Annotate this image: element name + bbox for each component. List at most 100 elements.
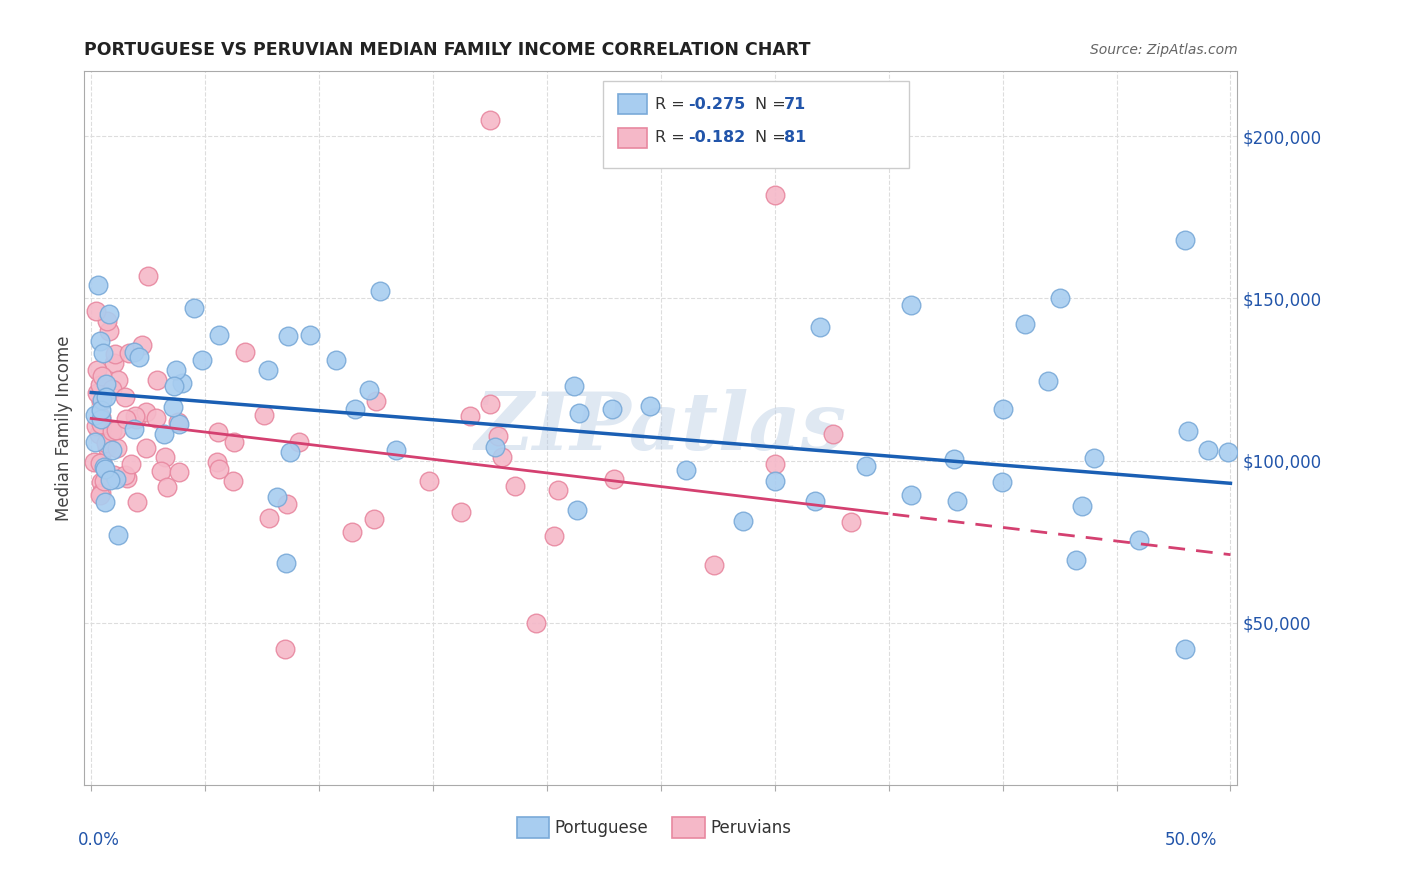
Point: [1174, 233, 1197, 247]
FancyBboxPatch shape: [672, 817, 704, 838]
Point: [1014, 318, 1036, 332]
Point: [90, 403, 112, 417]
Point: [104, 471, 127, 485]
Point: [96, 390, 118, 404]
Point: [135, 405, 157, 419]
FancyBboxPatch shape: [619, 128, 647, 148]
Point: [702, 558, 724, 572]
Point: [298, 328, 321, 343]
Point: [943, 452, 966, 467]
Point: [86, 363, 108, 377]
Point: [385, 442, 408, 457]
Text: -0.275: -0.275: [689, 96, 745, 112]
Point: [325, 353, 347, 368]
Point: [83, 455, 105, 469]
Point: [224, 435, 246, 450]
Point: [990, 475, 1012, 490]
Text: 81: 81: [785, 130, 807, 145]
Point: [205, 455, 228, 469]
Point: [478, 113, 501, 128]
Point: [257, 363, 280, 377]
Point: [93, 345, 115, 359]
Point: [136, 268, 159, 283]
Point: [763, 457, 786, 471]
Point: [486, 429, 509, 443]
Point: [257, 510, 280, 524]
Point: [208, 462, 231, 476]
Point: [1128, 533, 1150, 547]
Y-axis label: Median Family Income: Median Family Income: [55, 335, 73, 521]
Point: [287, 435, 309, 450]
Point: [90, 412, 112, 426]
Point: [1036, 374, 1059, 388]
Text: ZIPatlas: ZIPatlas: [475, 390, 846, 467]
Point: [84, 304, 107, 318]
Point: [167, 417, 190, 431]
Point: [89, 488, 111, 502]
Point: [90, 394, 112, 409]
Point: [562, 379, 585, 393]
Point: [343, 402, 366, 417]
Point: [91, 392, 114, 407]
Point: [342, 525, 364, 540]
Point: [94, 377, 117, 392]
Point: [149, 464, 172, 478]
Point: [101, 424, 124, 438]
Point: [89, 334, 111, 348]
Point: [105, 423, 128, 437]
Point: [478, 397, 501, 411]
Text: 50.0%: 50.0%: [1164, 831, 1216, 849]
Point: [675, 463, 697, 477]
Point: [1177, 424, 1199, 438]
Point: [122, 422, 145, 436]
Point: [115, 470, 138, 484]
FancyBboxPatch shape: [603, 80, 908, 168]
Point: [152, 426, 174, 441]
Point: [900, 298, 922, 312]
Point: [96, 440, 118, 454]
Point: [101, 442, 124, 457]
Point: [104, 346, 127, 360]
Point: [763, 187, 786, 202]
Point: [128, 350, 150, 364]
Point: [125, 411, 148, 425]
Point: [162, 400, 184, 414]
Point: [98, 324, 121, 338]
Point: [1174, 641, 1197, 656]
Text: 71: 71: [785, 96, 807, 112]
Point: [114, 412, 136, 426]
Point: [118, 346, 141, 360]
Text: -0.182: -0.182: [689, 130, 745, 145]
Point: [1197, 442, 1219, 457]
Point: [808, 319, 831, 334]
Point: [145, 373, 167, 387]
Point: [503, 479, 526, 493]
Point: [991, 402, 1014, 417]
Point: [91, 455, 114, 469]
Point: [524, 615, 547, 630]
Point: [266, 491, 288, 505]
Point: [274, 556, 297, 570]
Point: [547, 483, 569, 497]
Point: [84, 419, 107, 434]
Point: [145, 411, 167, 425]
Point: [86, 386, 108, 401]
Point: [357, 383, 380, 397]
Point: [638, 399, 661, 413]
Point: [278, 444, 301, 458]
Point: [94, 494, 117, 508]
Point: [94, 461, 117, 475]
Text: N =: N =: [755, 130, 792, 145]
Point: [763, 474, 786, 488]
Point: [946, 494, 969, 508]
Point: [253, 408, 276, 422]
Point: [803, 493, 825, 508]
Point: [170, 376, 193, 391]
Point: [96, 314, 118, 328]
Point: [363, 512, 385, 526]
Point: [900, 487, 922, 501]
Point: [1070, 499, 1092, 513]
Text: N =: N =: [755, 96, 792, 112]
Point: [90, 417, 112, 431]
Point: [98, 307, 121, 321]
